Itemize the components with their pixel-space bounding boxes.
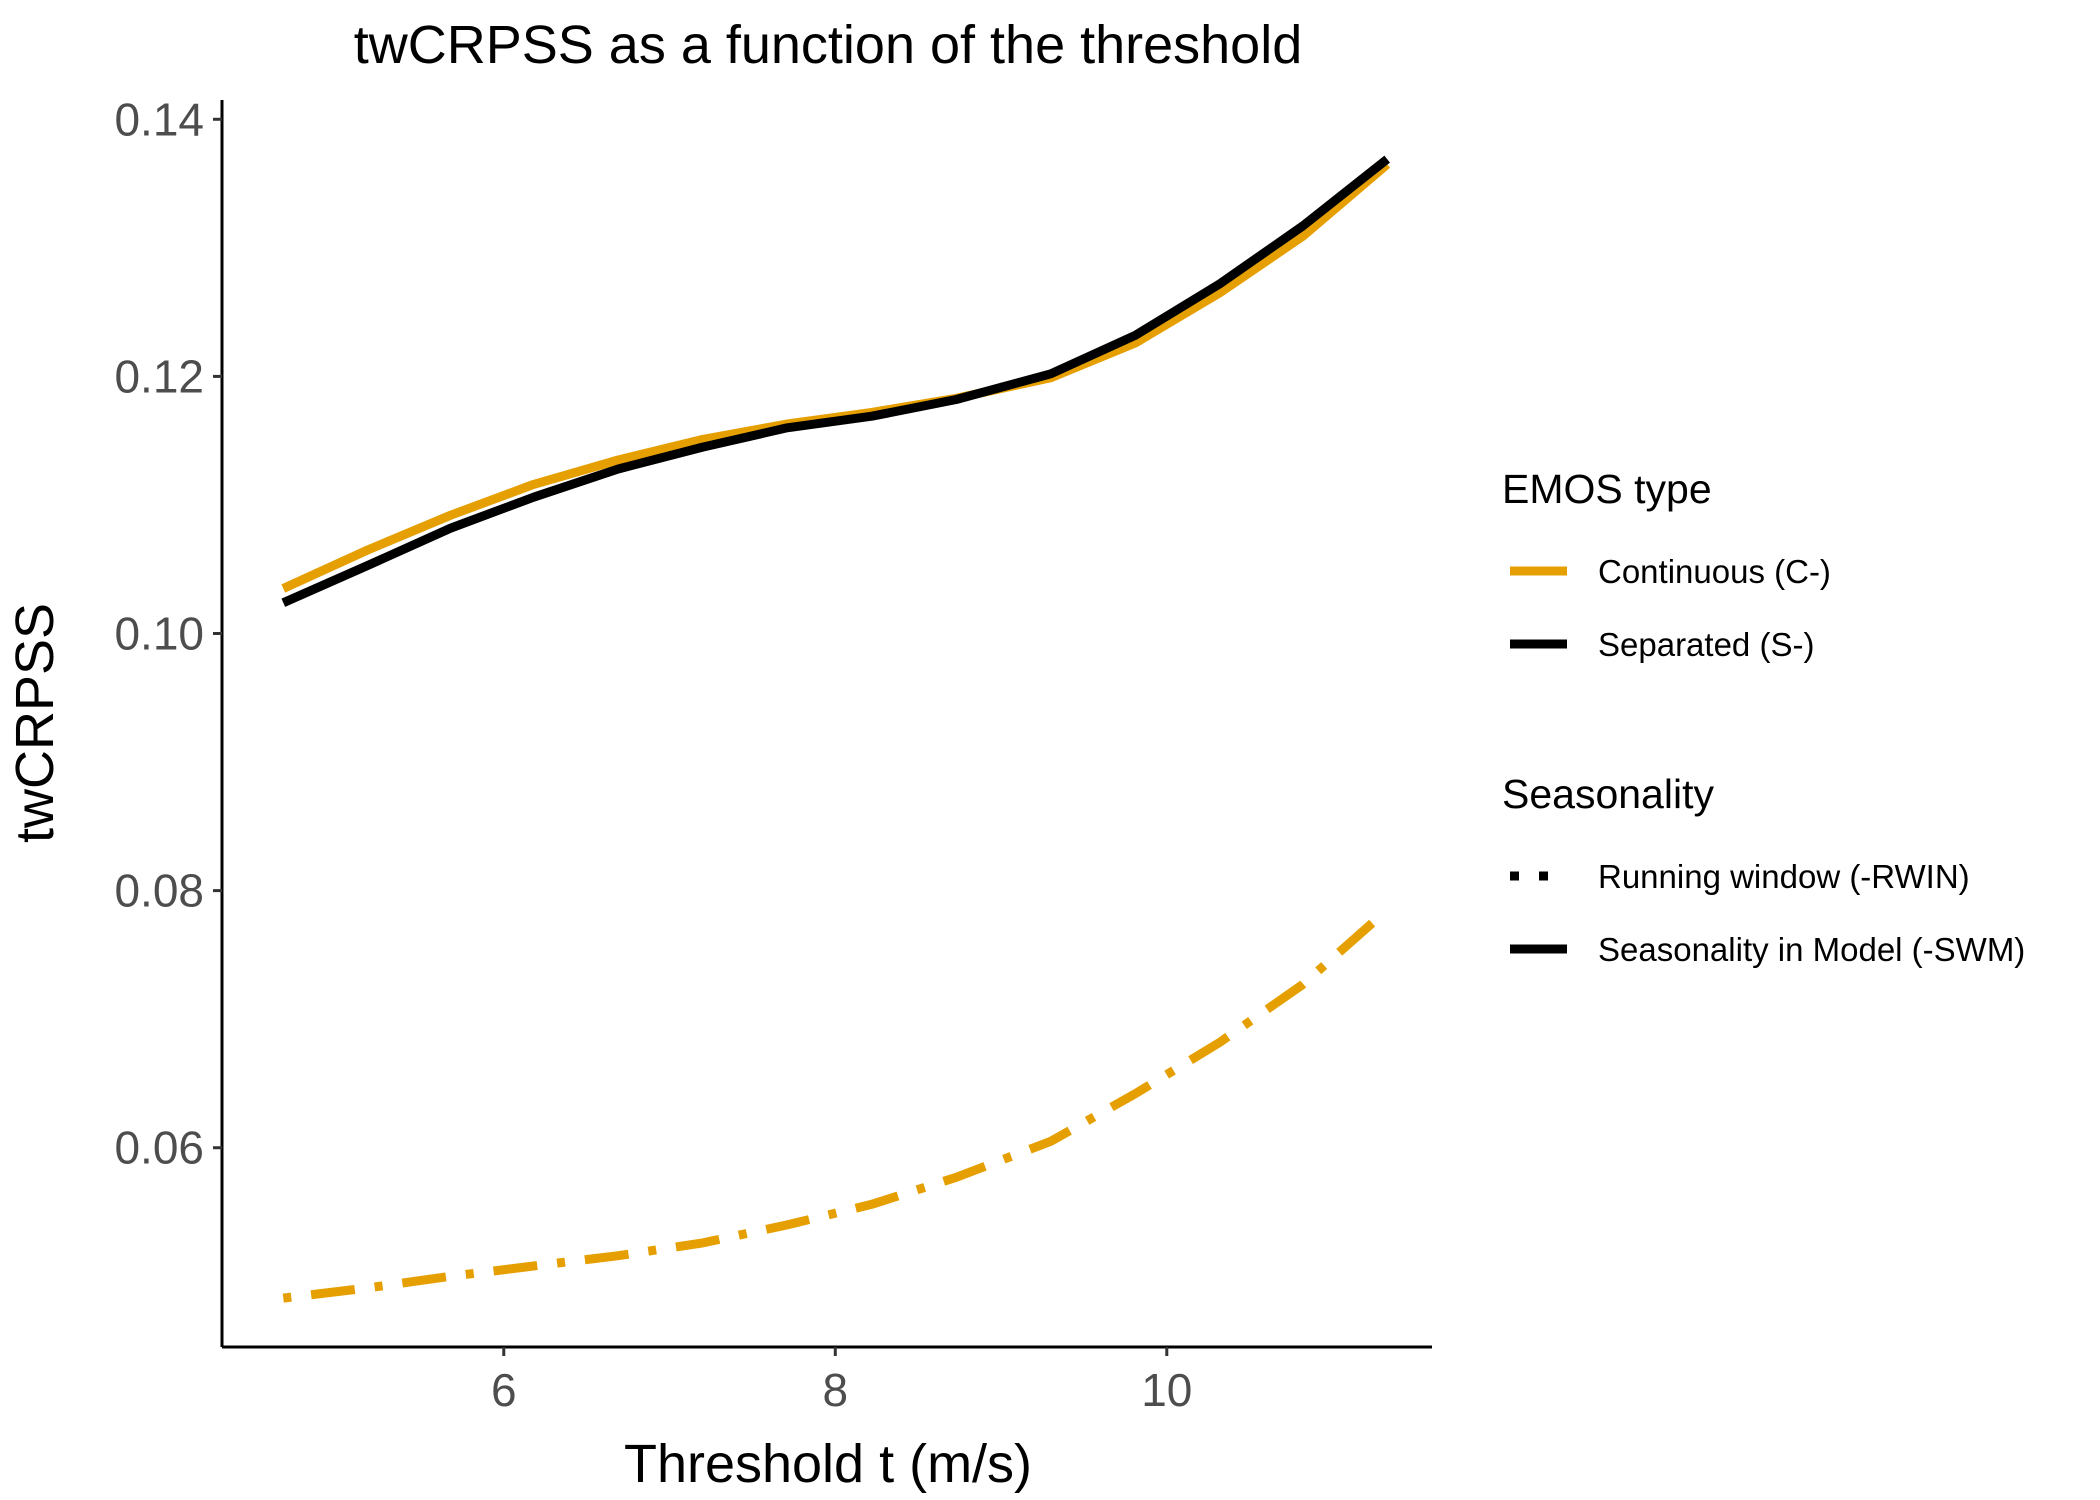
legend-title-emos-type: EMOS type [1502, 466, 1712, 512]
y-axis-ticks: 0.06 0.08 0.10 0.12 0.14 [114, 93, 222, 1174]
y-tick-label: 0.06 [114, 1122, 204, 1174]
series-line-c-rwin [282, 906, 1391, 1303]
plot-series-lines [281, 155, 1391, 1303]
legend-label-running-window: Running window (-RWIN) [1598, 858, 1970, 895]
chart-title: twCRPSS as a function of the threshold [354, 15, 1303, 75]
x-tick-label: 10 [1141, 1364, 1192, 1416]
x-tick-label: 6 [491, 1364, 517, 1416]
legend: EMOS type Continuous (C-) Separated (S-)… [1502, 466, 2025, 968]
legend-label-separated: Separated (S-) [1598, 626, 1814, 663]
x-axis-title: Threshold t (m/s) [624, 1434, 1032, 1494]
y-tick-label: 0.14 [114, 93, 204, 145]
legend-title-seasonality: Seasonality [1502, 771, 1714, 817]
series-line-s-swm [281, 155, 1390, 607]
x-axis-ticks: 6 8 10 [491, 1347, 1192, 1416]
legend-label-seasonality-in-model: Seasonality in Model (-SWM) [1598, 931, 2025, 968]
y-tick-label: 0.12 [114, 350, 204, 402]
y-tick-label: 0.10 [114, 608, 204, 660]
legend-label-continuous: Continuous (C-) [1598, 553, 1831, 590]
y-tick-label: 0.08 [114, 865, 204, 917]
y-axis-title: twCRPSS [5, 603, 65, 843]
x-tick-label: 8 [822, 1364, 848, 1416]
